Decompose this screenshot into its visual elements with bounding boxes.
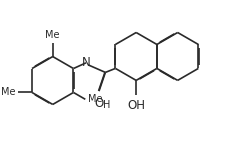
Text: N: N (82, 56, 90, 69)
Text: Me: Me (88, 94, 103, 104)
Text: OH: OH (127, 99, 145, 112)
Text: O: O (94, 98, 104, 110)
Text: Me: Me (1, 87, 15, 97)
Text: Me: Me (45, 30, 60, 40)
Text: H: H (103, 100, 110, 110)
